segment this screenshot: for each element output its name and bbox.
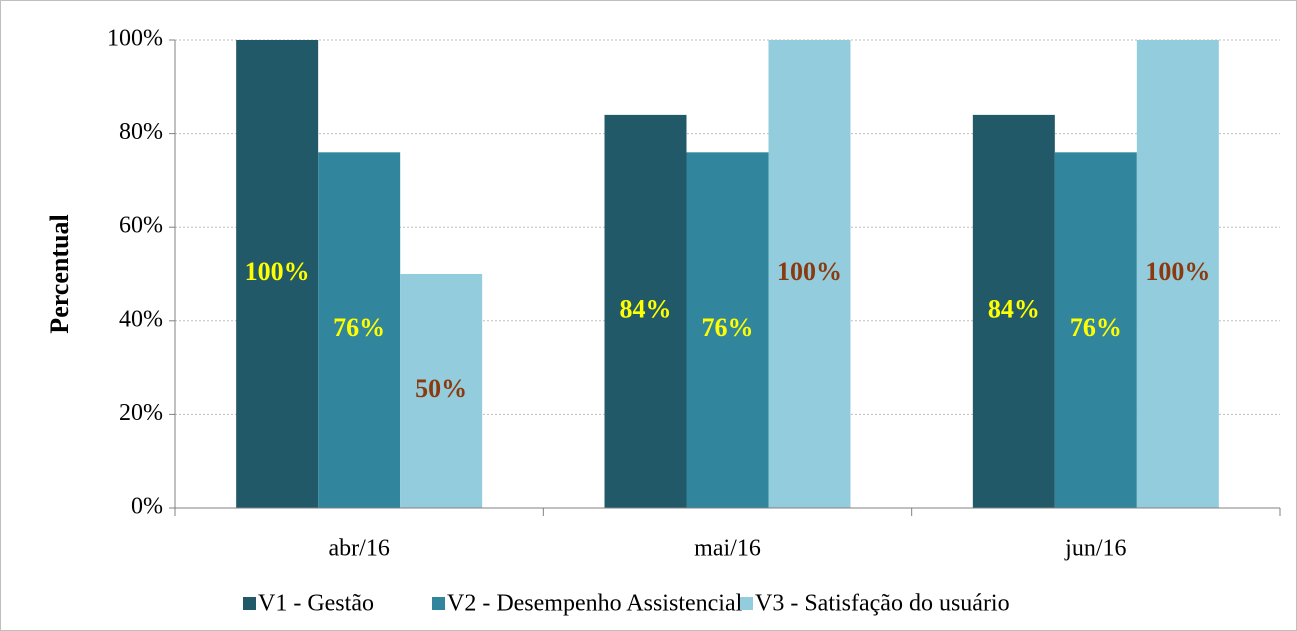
x-tick-label: jun/16 [1064,536,1126,562]
bar [1054,152,1137,508]
legend-swatch [432,597,445,610]
value-label: 76% [1070,313,1122,342]
y-tick-label: 0% [131,494,163,520]
legend-label: V1 - Gestão [258,591,374,617]
value-label: 100% [1145,257,1210,286]
bar [236,40,319,508]
bar [400,274,483,508]
y-tick-label: 100% [107,26,163,52]
x-tick-label: abr/16 [329,536,390,562]
y-tick-label: 40% [119,306,163,332]
bar [1136,40,1219,508]
value-label: 84% [988,294,1040,323]
value-label: 50% [415,374,467,403]
y-tick-label: 80% [119,119,163,145]
legend-swatch [740,597,753,610]
y-tick-label: 20% [119,400,163,426]
value-label: 76% [333,313,385,342]
y-axis-title: Percentual [45,214,74,333]
legend-label: V3 - Satisfação do usuário [755,591,1010,617]
bar [768,40,851,508]
bar [686,152,769,508]
value-label: 100% [245,257,310,286]
y-tick-label: 60% [119,213,163,239]
legend-label: V2 - Desempenho Assistencial [447,591,743,617]
bar [318,152,401,508]
bar [972,114,1055,508]
value-label: 84% [620,294,672,323]
x-tick-label: mai/16 [694,536,761,562]
value-label: 100% [777,257,842,286]
bar [604,114,687,508]
value-label: 76% [702,313,754,342]
legend-swatch [243,597,256,610]
